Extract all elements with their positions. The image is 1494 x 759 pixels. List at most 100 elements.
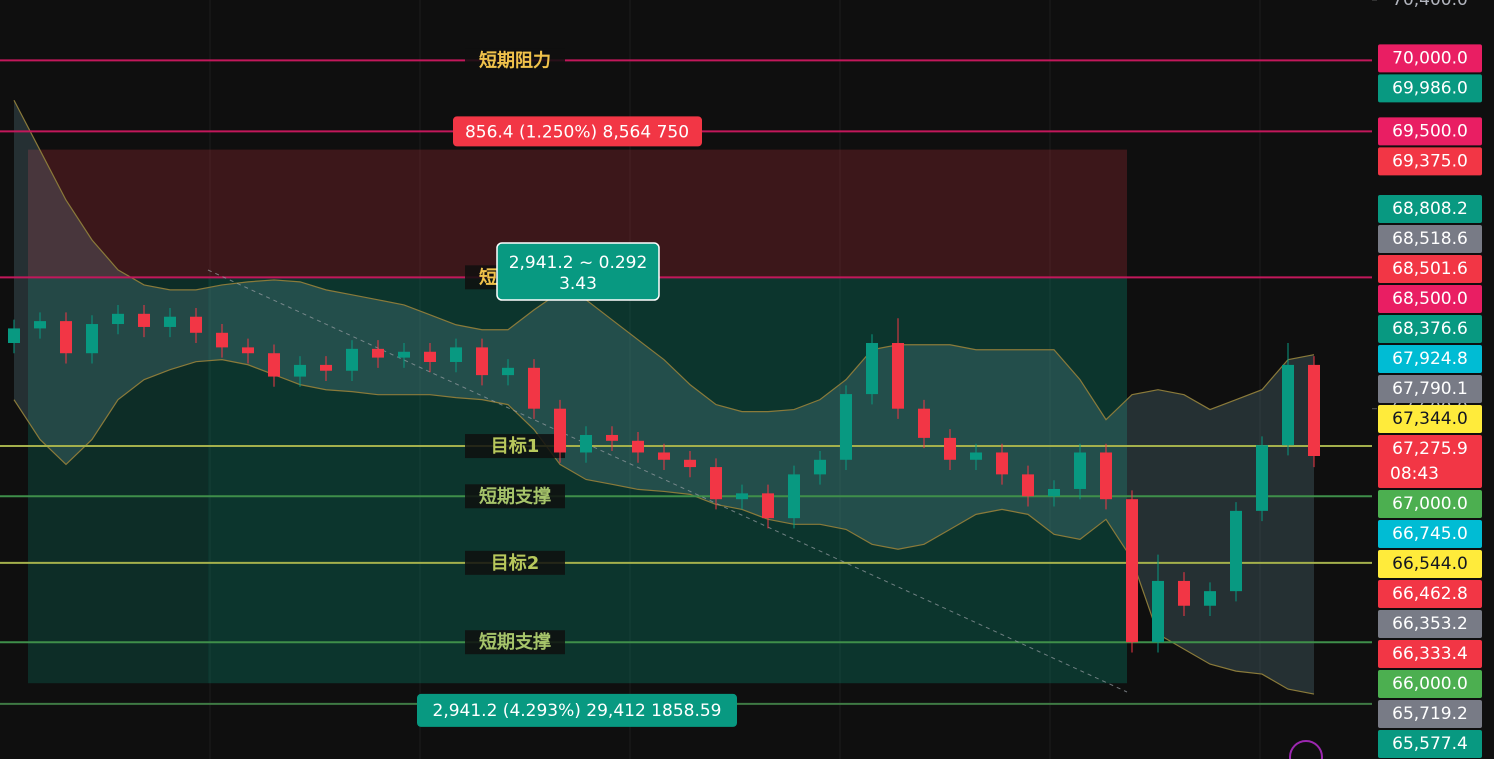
price-tag-label: 67,344.0 [1392, 409, 1468, 429]
candle-body [242, 347, 254, 354]
y-tick-label: 70,400.0 [1392, 0, 1468, 10]
candle-body [346, 348, 358, 371]
level-label-bg [465, 48, 565, 73]
candle-body [710, 467, 722, 500]
price-tag [1378, 730, 1482, 758]
candle-body [372, 348, 384, 358]
price-tag [1378, 195, 1482, 223]
price-tag-label: 69,986.0 [1392, 78, 1468, 98]
price-tag-label: 65,577.4 [1392, 734, 1468, 754]
candle-body [86, 324, 98, 354]
price-tag [1378, 117, 1482, 146]
price-tag-label: 68,518.6 [1392, 229, 1468, 249]
price-tag [1378, 490, 1482, 518]
candle-body [554, 408, 566, 453]
candle-body [450, 347, 462, 362]
candle-body [814, 459, 826, 475]
price-tag-label: 69,375.0 [1392, 151, 1468, 171]
price-tag-label: 67,924.8 [1392, 349, 1468, 369]
price-tag-label: 65,719.2 [1392, 704, 1468, 724]
level-label-bg [465, 550, 565, 575]
candle-body [216, 332, 228, 348]
band-upper [13, 99, 1315, 421]
candle-body [866, 343, 878, 395]
candle-body [632, 440, 644, 453]
price-tag [1378, 345, 1482, 373]
band-lower [13, 359, 1315, 695]
candle-body [918, 408, 930, 438]
price-tag-label: 67,000.0 [1392, 494, 1468, 514]
measure-label-bg [453, 116, 702, 147]
candle-body [294, 364, 306, 377]
level-label: 短期阻力 [479, 49, 551, 71]
candle-body [476, 347, 488, 376]
candle-body [60, 321, 72, 354]
level-label: 短期支撑 [479, 631, 551, 653]
candle-body [138, 313, 150, 327]
price-tag [1378, 225, 1482, 253]
candle-body [580, 434, 592, 453]
candle-body [970, 452, 982, 460]
price-tag [1378, 255, 1482, 283]
price-tag-label: 69,500.0 [1392, 121, 1468, 141]
price-tag [1378, 520, 1482, 548]
candle-body [996, 452, 1008, 475]
candle-body [8, 328, 20, 344]
candle-body [684, 459, 696, 468]
candle-body [164, 316, 176, 327]
measure-label: 856.4 (1.250%) 8,564 750 [465, 122, 689, 142]
candle-body [1126, 499, 1138, 643]
level-label-bg [465, 630, 565, 655]
tooltip-line: 2,941.2 ~ 0.292 [509, 253, 648, 273]
candle-body [1282, 364, 1294, 446]
price-tag [1378, 74, 1482, 103]
price-tag [1378, 550, 1482, 578]
price-tag [1378, 375, 1482, 403]
candle-body [268, 353, 280, 377]
candle-body [1204, 591, 1216, 606]
price-tag [1378, 580, 1482, 608]
candle-body [840, 394, 852, 460]
candle-body [320, 364, 332, 371]
price-tag [1378, 435, 1482, 488]
price-tag-countdown: 08:43 [1390, 464, 1439, 484]
price-tag-label: 67,275.9 [1392, 439, 1468, 459]
price-tag [1378, 640, 1482, 668]
candle-body [736, 493, 748, 500]
price-tag-label: 68,808.2 [1392, 199, 1468, 219]
candle-body [190, 316, 202, 333]
candle-body [1074, 452, 1086, 489]
level-label-bg [465, 434, 565, 459]
price-tag-label: 66,353.2 [1392, 614, 1468, 634]
price-tag-label: 66,544.0 [1392, 554, 1468, 574]
icon[interactable] [1289, 740, 1323, 759]
level-label-bg [465, 484, 565, 509]
candle-body [1022, 474, 1034, 497]
level-label: 目标2 [491, 552, 540, 574]
long-position-box-inner [208, 277, 1127, 684]
level-label: 目标1 [491, 435, 540, 457]
candle-body [1048, 488, 1060, 497]
candle-body [762, 493, 774, 519]
price-tag [1378, 670, 1482, 698]
price-tag-label: 68,501.6 [1392, 259, 1468, 279]
candle-body [606, 434, 618, 441]
candle-body [658, 452, 670, 460]
price-tag [1378, 44, 1482, 73]
candle-body [112, 313, 124, 325]
price-tag [1378, 405, 1482, 433]
price-tag [1378, 315, 1482, 343]
candle-body [944, 437, 956, 460]
price-tag-label: 68,376.6 [1392, 319, 1468, 339]
candle-body [398, 351, 410, 358]
candle-body [1230, 510, 1242, 592]
price-tag-label: 66,000.0 [1392, 674, 1468, 694]
candle-body [788, 474, 800, 519]
tooltip-bg [496, 242, 660, 301]
tooltip-line: 3.43 [559, 274, 597, 294]
candle-body [1100, 452, 1112, 500]
measure-label-bg [417, 693, 737, 727]
candle-body [424, 351, 436, 362]
